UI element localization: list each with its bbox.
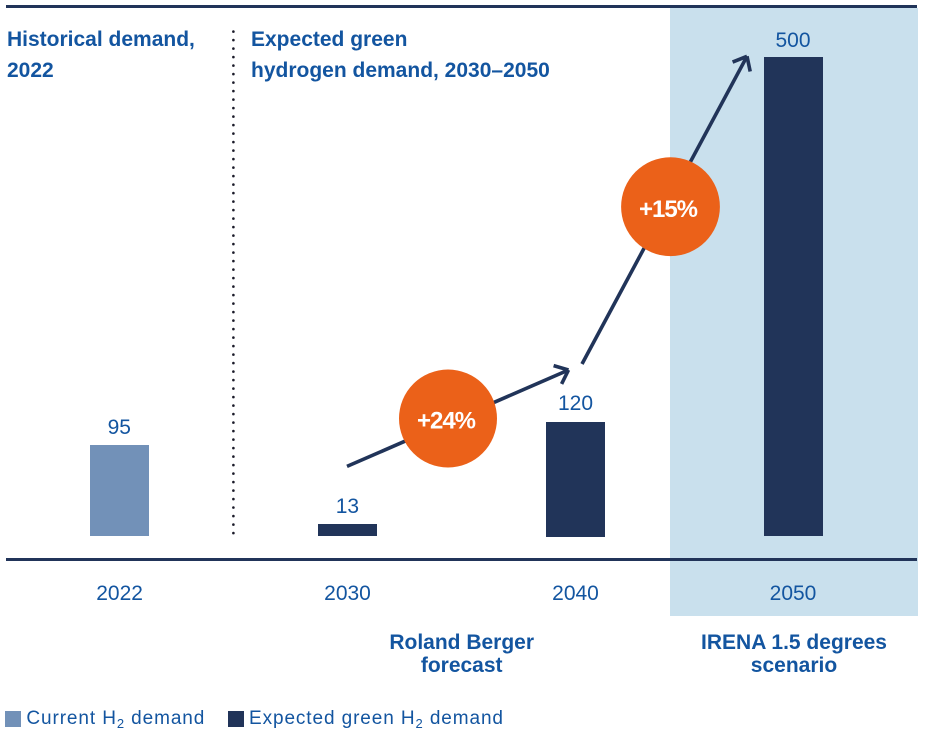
svg-text:+24%: +24% (417, 408, 476, 435)
svg-text:+15%: +15% (639, 196, 698, 223)
